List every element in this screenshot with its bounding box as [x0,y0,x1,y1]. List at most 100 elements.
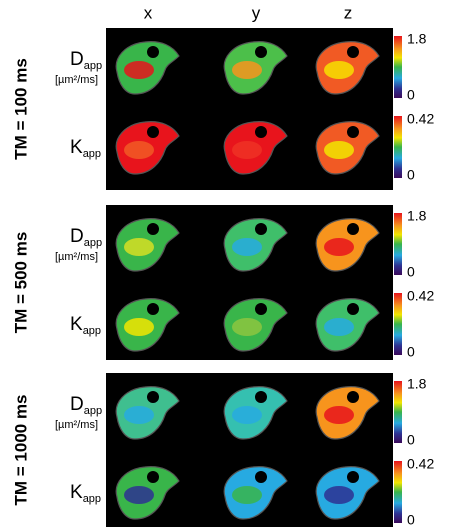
bone [347,391,359,403]
colorbar-max: 1.8 [407,208,427,224]
parameter-map [223,121,288,175]
tissue-region [324,406,354,424]
subscript: app [83,325,101,337]
group-label: TM = 100 ms [11,58,30,160]
colorbar [394,116,402,178]
subscript: app [83,493,101,505]
map-label: Dapp [70,394,102,417]
bone [147,471,159,483]
bone [147,391,159,403]
subscript: app [83,148,101,160]
map-label: Kapp [70,482,101,505]
tissue-region [324,318,354,336]
subscript: app [84,237,102,249]
colorbar [394,293,402,355]
tissue-region [232,141,262,159]
colorbar-min: 0 [407,87,415,103]
parameter-map [315,121,380,175]
map-label: Kapp [70,314,101,337]
parameter-map [223,386,288,440]
bone [147,223,159,235]
subscript: app [84,60,102,72]
tissue-region [324,238,354,256]
parameter-map [115,218,180,272]
colorbar-min: 0 [407,264,415,280]
bone [255,303,267,315]
bone [147,126,159,138]
tissue-region [324,141,354,159]
group-label: TM = 500 ms [11,232,30,334]
parameter-map [315,41,380,95]
map-label: Dapp [70,49,102,72]
subscript: app [84,405,102,417]
parameter-map [115,466,180,520]
colorbar [394,213,402,275]
colorbar-min: 0 [407,344,415,360]
tissue-region [124,318,154,336]
colorbar-max: 1.8 [407,31,427,47]
colorbar-max: 0.42 [407,288,434,304]
unit-label: [µm²/ms] [55,251,98,263]
bone [347,223,359,235]
bone [255,223,267,235]
parameter-map [223,218,288,272]
symbol: D [70,394,84,415]
colorbar [394,36,402,98]
bone [255,471,267,483]
parameter-map [115,41,180,95]
colorbar [394,381,402,443]
bone [255,391,267,403]
unit-label: [µm²/ms] [55,74,98,86]
parameter-map [223,466,288,520]
parameter-map [315,466,380,520]
tissue-region [324,61,354,79]
bone [347,303,359,315]
colorbar-max: 0.42 [407,456,434,472]
bone [255,46,267,58]
colorbar-min: 0 [407,432,415,448]
tissue-region [232,318,262,336]
parameter-map [315,298,380,352]
parameter-map [115,121,180,175]
tissue-region [124,486,154,504]
colorbar-max: 1.8 [407,376,427,392]
symbol: K [70,314,83,335]
bone [147,46,159,58]
map-label: Kapp [70,137,101,160]
colorbar-min: 0 [407,167,415,183]
unit-label: [µm²/ms] [55,419,98,431]
colorbar [394,461,402,523]
map-label: Dapp [70,226,102,249]
column-label: y [252,3,261,22]
colorbar-min: 0 [407,512,415,527]
symbol: K [70,137,83,158]
parameter-map [223,298,288,352]
tissue-region [232,61,262,79]
bone [347,46,359,58]
tissue-region [232,406,262,424]
tissue-region [124,61,154,79]
tissue-region [232,486,262,504]
colorbar-max: 0.42 [407,111,434,127]
parameter-map [115,298,180,352]
parameter-map [223,41,288,95]
tissue-region [232,238,262,256]
tissue-region [124,238,154,256]
tissue-region [124,406,154,424]
tissue-region [124,141,154,159]
tissue-region [324,486,354,504]
bone [147,303,159,315]
parameter-map [315,386,380,440]
bone [347,126,359,138]
bone [255,126,267,138]
column-label: z [344,3,353,22]
symbol: D [70,226,84,247]
column-label: x [144,3,153,22]
symbol: K [70,482,83,503]
parameter-map [115,386,180,440]
group-label: TM = 1000 ms [11,394,30,505]
parameter-map [315,218,380,272]
symbol: D [70,49,84,70]
bone [347,471,359,483]
